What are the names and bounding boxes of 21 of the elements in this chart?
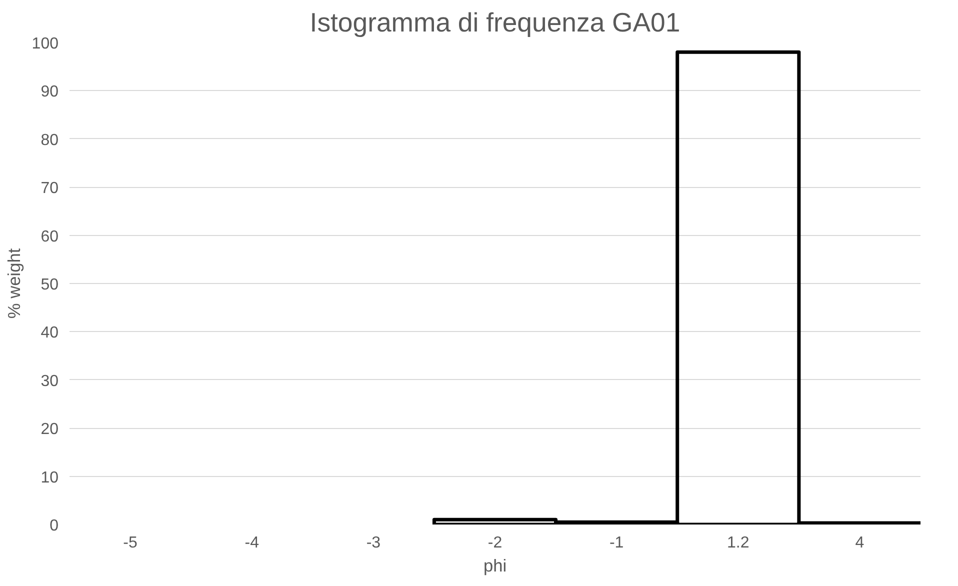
x-tick-label: -4 [244,534,260,552]
x-tick-label: 1.2 [727,534,750,552]
y-tick-label: 90 [40,84,59,101]
x-axis-title: phi [483,556,507,576]
y-tick-label: 80 [40,132,59,149]
y-tick-label: 40 [40,324,59,342]
y-tick-label: 10 [40,469,59,486]
x-tick-label: 4 [855,534,864,552]
x-tick-label: -2 [488,534,502,552]
x-tick-label: -1 [609,534,624,552]
y-tick-label: 70 [40,180,59,198]
y-tick-label: 20 [40,421,59,438]
chart-title: Istogramma di frequenza GA01 [310,8,680,38]
y-axis-title: % weight [4,248,24,319]
x-tick-label: -3 [366,534,381,552]
x-tick-label: -5 [123,534,138,552]
y-tick-label: 30 [40,372,59,390]
y-tick-label: 100 [32,36,59,52]
y-tick-label: 50 [40,276,59,294]
y-tick-label: 60 [40,228,59,246]
y-tick-label: 0 [50,518,59,534]
